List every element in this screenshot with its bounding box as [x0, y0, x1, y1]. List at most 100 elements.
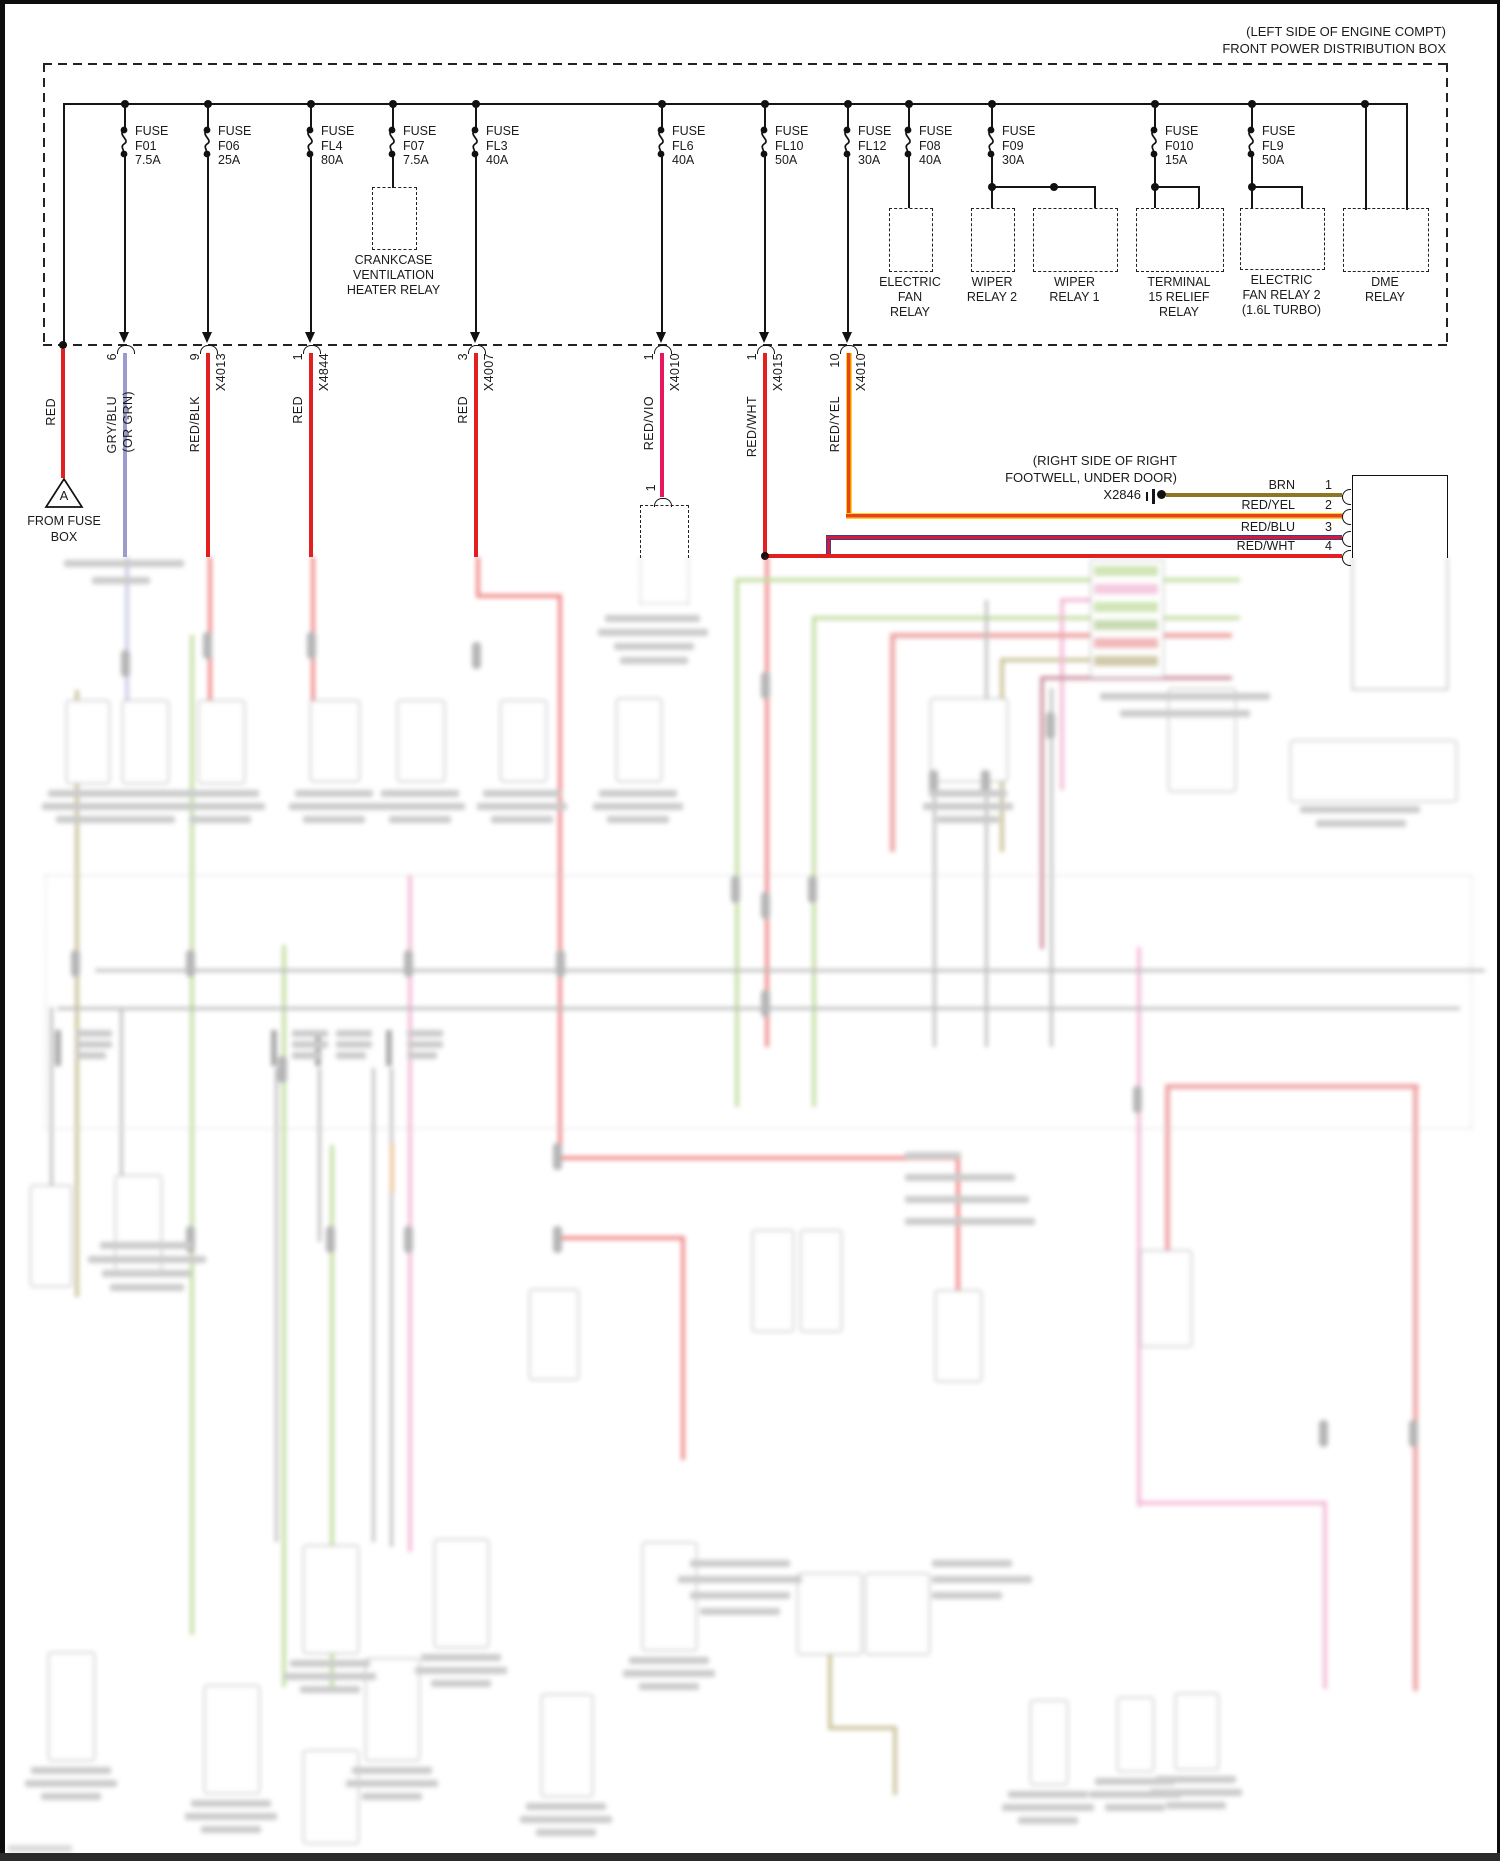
fuse-word: FUSE	[321, 124, 355, 138]
fuse-symbol-icon	[760, 126, 768, 158]
arrowhead-down-icon	[119, 332, 129, 343]
wire-red-blu-vertical	[826, 535, 831, 557]
junction-dot	[59, 341, 67, 349]
blurred-caption-blob	[483, 790, 561, 797]
blurred-caption-blob	[905, 1196, 1029, 1203]
blurred-caption-blob	[932, 1560, 1012, 1567]
blurred-caption-blob	[201, 1826, 261, 1833]
blurred-caption-blob	[1088, 1791, 1181, 1798]
blurred-caption-blob	[351, 1767, 432, 1774]
fuse-feed-drop	[124, 156, 126, 332]
relay-label-line: 15 RELIEF	[1148, 290, 1210, 304]
relay-jog-line	[1155, 186, 1200, 188]
wire-color-label: RED/BLK	[188, 396, 202, 453]
blurred-caption-blob	[598, 629, 708, 636]
blurred-caption-blob	[599, 790, 677, 797]
blurred-wire	[318, 1068, 321, 1242]
blurred-wire	[890, 633, 1232, 638]
relay-label-line: ELECTRIC	[1250, 273, 1313, 287]
connector-cup-icon	[303, 345, 321, 354]
blurred-caption-blob	[102, 1270, 192, 1277]
blurred-caption-blob	[295, 790, 373, 797]
relay-label-line: HEATER RELAY	[346, 283, 441, 297]
distribution-box-border-right	[1446, 63, 1448, 346]
connector-cup-icon	[840, 345, 858, 354]
relay-label-line: FAN RELAY 2	[1242, 288, 1321, 302]
fuse-amps: 50A	[1262, 153, 1285, 167]
fuse-symbol-icon	[388, 126, 396, 158]
arrowhead-down-icon	[759, 332, 769, 343]
blurred-caption-blob	[361, 1793, 422, 1800]
blurred-wire	[1323, 1501, 1327, 1689]
fuse-name: F07	[403, 138, 425, 153]
blurred-component-box	[30, 1185, 72, 1287]
fuse-name: FL9	[1262, 138, 1284, 153]
blurred-caption-blob	[189, 816, 251, 823]
blurred-caption-blob	[628, 1657, 709, 1664]
pin-number: 1	[745, 353, 759, 361]
blurred-wire	[893, 1726, 897, 1795]
blurred-wire	[1413, 1084, 1418, 1691]
fuse-word: FUSE	[672, 124, 706, 138]
blurred-connector-nub	[121, 650, 130, 677]
dest-pin-number: 1	[644, 484, 658, 492]
relay-label-line: VENTILATION	[352, 268, 435, 282]
relay-label-line: DME	[1371, 275, 1399, 289]
fuse-name: F01	[135, 138, 157, 153]
blurred-caption-blob	[92, 577, 150, 584]
wire-gry-blu	[123, 353, 127, 557]
relay-label-line: CRANKCASE	[354, 253, 433, 267]
blurred-caption-blob	[105, 790, 183, 797]
blurred-wire	[735, 578, 1162, 582]
relay-label-line: RELAY	[889, 305, 931, 319]
blurred-caption-blob	[289, 803, 379, 810]
fuse-label: FUSE FL12 30A	[858, 124, 891, 168]
blurred-connector-nub	[761, 672, 770, 699]
connector-cup-icon	[757, 345, 775, 354]
relay-label-line: TERMINAL	[1147, 275, 1211, 289]
blurred-caption-blob	[929, 790, 1007, 797]
blurred-wire	[282, 945, 286, 1687]
relay-jog-drop	[1301, 186, 1303, 208]
blurred-wire	[1160, 616, 1240, 620]
blurred-caption-blob	[905, 1174, 1015, 1181]
blurred-component-box	[935, 1290, 982, 1382]
triangle-a-symbol	[44, 477, 84, 508]
blurred-component-box	[529, 1289, 579, 1380]
fuse-amps: 40A	[486, 153, 509, 167]
footwell-location-line1: (RIGHT SIDE OF RIGHT	[1032, 453, 1177, 468]
fuse-lead-top	[661, 104, 663, 128]
fuse-name: FL10	[775, 138, 804, 153]
fuse-symbol-icon	[987, 126, 995, 158]
blurred-wire	[386, 1030, 392, 1066]
bus-end-drop	[1406, 103, 1408, 210]
fuse-word: FUSE	[1262, 124, 1296, 138]
fuse-symbol-icon	[904, 126, 912, 158]
blurred-caption-blob	[905, 1152, 961, 1159]
wire-color-label: RED	[291, 396, 305, 424]
connector-cup-icon	[654, 345, 672, 354]
fuse-name: F08	[919, 138, 941, 153]
blurred-caption-blob	[375, 803, 465, 810]
connector-cup-icon	[654, 498, 672, 507]
fuse-amps: 30A	[1002, 153, 1025, 167]
connector-x2846-label: X2846	[1103, 487, 1141, 502]
blurred-wire	[476, 557, 480, 598]
fuse-amps: 7.5A	[135, 153, 161, 167]
blurred-caption-blob	[407, 1030, 443, 1037]
fuse-word: FUSE	[858, 124, 892, 138]
fuse-label: FUSE F01 7.5A	[135, 124, 168, 168]
blurred-caption-blob	[1300, 806, 1420, 813]
blurred-caption-blob	[381, 790, 459, 797]
blurred-wire	[120, 1007, 123, 1177]
relay-label-line: WIPER	[971, 275, 1013, 289]
distribution-box-border-top	[43, 63, 1448, 65]
fuse-label: FUSE FL9 50A	[1262, 124, 1295, 168]
blurred-caption-blob	[622, 1670, 715, 1677]
fuse-amps: 30A	[858, 153, 881, 167]
connector-name: X4007	[482, 353, 496, 392]
footwell-pin-number: 1	[1325, 478, 1332, 492]
blurred-connector-nub	[981, 770, 990, 797]
engine-compartment-note: (LEFT SIDE OF ENGINE COMPT) FRONT POWER …	[1026, 24, 1446, 57]
blurred-caption-blob	[185, 1813, 277, 1820]
